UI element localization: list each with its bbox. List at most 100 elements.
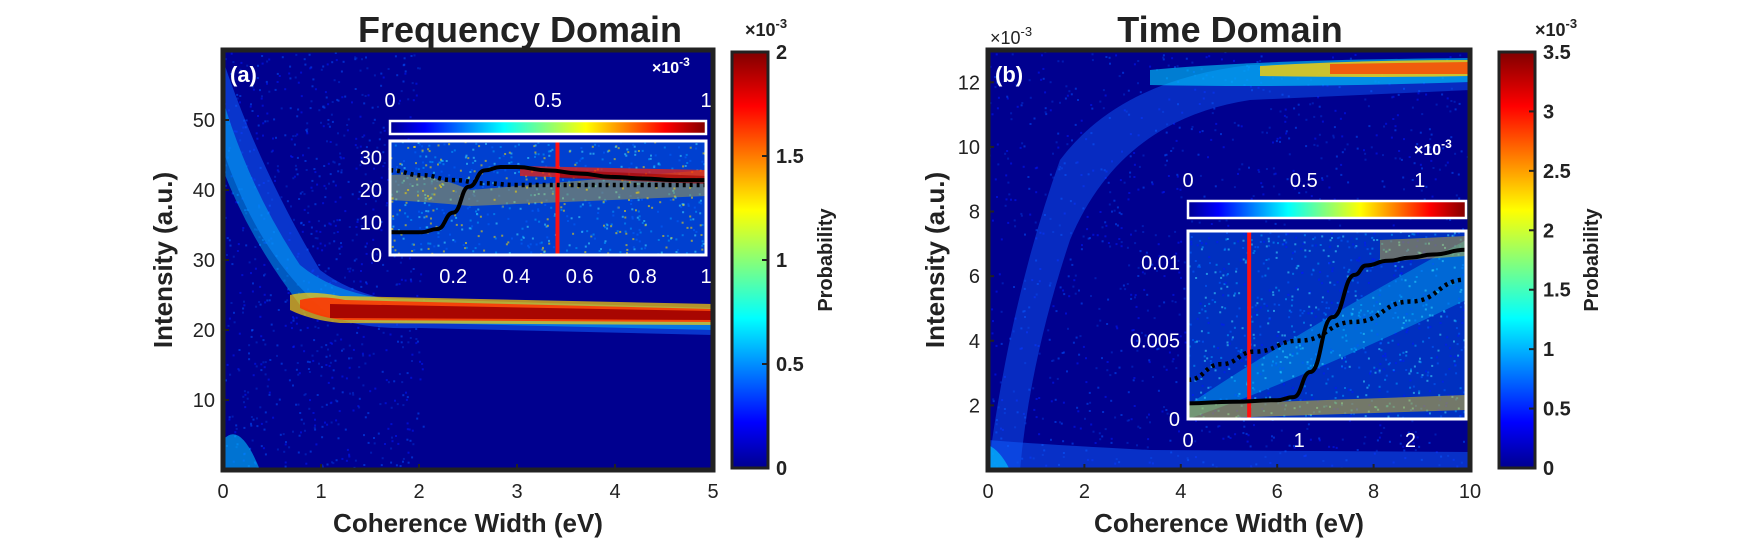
panel-b-cbar-tick-label: 3 (1543, 101, 1554, 123)
panel-a-inset-y-tick-label: 20 (360, 180, 382, 202)
panel-a-inset-cbar-tick-label: 1 (700, 90, 711, 112)
panel-a-inset-x-tick-label: 0.8 (629, 266, 657, 288)
panel-a-cbar-tick-label: 0 (776, 458, 787, 480)
panel-b-xlabel: Coherence Width (eV) (1094, 508, 1364, 538)
panel-b-cbar-tick-label: 1 (1543, 339, 1554, 361)
panel-b-inset-y-tick-label: 0 (1169, 409, 1180, 431)
panel-a-label: (a) (230, 62, 257, 87)
panel-b-x-tick-label: 8 (1368, 481, 1379, 503)
panel-b-colorbar (1497, 50, 1537, 470)
panel-a-inset-y-ticks: 0 10 20 30 (360, 147, 382, 267)
panel-b-inset-y-ticks: 0 0.005 0.01 (1130, 252, 1180, 431)
panel-a-inset-colorbar (388, 119, 708, 136)
panel-a-y-tick-label: 50 (193, 110, 215, 132)
panel-a-cbar-tick-label: 1 (776, 250, 787, 272)
panel-b-cbar-tick-label: 0 (1543, 458, 1554, 480)
panel-b-y-ticks: 2 4 6 8 10 12 (958, 72, 994, 417)
panel-a-inset-cbar-tick-label: 0 (384, 90, 395, 112)
panel-b-y-tick-label: 4 (969, 331, 980, 353)
panel-b-inset-cbar-tick-label: 1 (1414, 170, 1425, 192)
panel-b-x-ticks: 0 2 4 6 8 10 (982, 464, 1481, 503)
panel-b-x-tick-label: 0 (982, 481, 993, 503)
panel-a-inset-cbar-exp: ×10-3 (652, 55, 690, 77)
panel-a-cbar-tick-label: 1.5 (776, 146, 804, 168)
panel-a-y-ticks: 10 20 30 40 50 (193, 110, 229, 412)
panel-b-y-tick-label: 12 (958, 72, 980, 94)
panel-a-x-ticks: 0 1 2 3 4 5 (217, 464, 719, 503)
panel-a-x-tick-label: 5 (707, 481, 718, 503)
panel-b-y-tick-label: 10 (958, 137, 980, 159)
panel-b-x-tick-label: 6 (1272, 481, 1283, 503)
panel-b-cbar-exponent: ×10-3 (1535, 16, 1577, 40)
panel-a-colorbar-ticks: 0 0.5 1 1.5 2 (762, 42, 804, 480)
panel-a-inset-cbar-tick-label: 0.5 (534, 90, 562, 112)
panel-a-inset-x-tick-label: 0.6 (566, 266, 594, 288)
panel-a-x-tick-label: 0 (217, 481, 228, 503)
panel-a-cbar-tick-label: 0.5 (776, 354, 804, 376)
panel-b-inset-dotted-curve (1188, 277, 1466, 383)
panel-b-title: Time Domain (1117, 9, 1342, 50)
panel-a-xlabel: Coherence Width (eV) (333, 508, 603, 538)
panel-a-colorbar-label: Probability (815, 207, 837, 311)
panel-b-colorbar-group: ×10-3 0 0.5 1 1.5 2 2.5 3 3.5 Probability (1497, 16, 1603, 480)
panel-b-cbar-tick-label: 2.5 (1543, 161, 1571, 183)
panel-a-x-tick-label: 1 (315, 481, 326, 503)
panel-b-y-exponent: ×10-3 (990, 24, 1032, 48)
panel-b-colorbar-ticks: 0 0.5 1 1.5 2 2.5 3 3.5 (1529, 42, 1571, 480)
panel-a-title: Frequency Domain (358, 9, 682, 50)
panel-b-axes-frame (985, 47, 1473, 473)
panel-b-cbar-tick-label: 1.5 (1543, 280, 1571, 302)
panel-a-colorbar-group: ×10-3 0 0.5 1 1.5 2 Probability (730, 16, 837, 480)
panel-b-inset-x-ticks: 0 1 2 (1182, 430, 1416, 452)
panel-a-cbar-tick-label: 2 (776, 42, 787, 64)
panel-b-inset-x-tick-label: 2 (1405, 430, 1416, 452)
panel-b-cbar-tick-label: 3.5 (1543, 42, 1571, 64)
panel-b-cbar-tick-label: 2 (1543, 220, 1554, 242)
panel-b-ylabel: Intensity (a.u.) (920, 172, 950, 348)
panel-b-inset-cbar-ticks: 0 0.5 1 (1182, 170, 1425, 192)
panel-a-y-tick-label: 20 (193, 320, 215, 342)
panel-a-inset-frame (388, 139, 708, 257)
panel-b-y-tick-label: 6 (969, 266, 980, 288)
panel-b-inset-y-tick-label: 0.01 (1141, 252, 1180, 274)
panel-a-inset-solid-curve (390, 165, 706, 235)
panel-b-y-tick-label: 8 (969, 202, 980, 224)
panel-b-inset-cbar-exp: ×10-3 (1414, 137, 1452, 159)
panel-b-inset-y-tick-label: 0.005 (1130, 331, 1180, 353)
panel-a-y-tick-label: 30 (193, 250, 215, 272)
panel-a-inset-x-ticks: 0.2 0.4 0.6 0.8 1 (439, 266, 711, 288)
panel-b-inset-x-tick-label: 1 (1294, 430, 1305, 452)
panel-a-ylabel: Intensity (a.u.) (148, 172, 178, 348)
panel-a-inset-y-tick-label: 0 (371, 245, 382, 267)
panel-b-label: (b) (995, 62, 1023, 87)
panel-a-x-tick-label: 3 (511, 481, 522, 503)
panel-a-inset-x-tick-label: 0.4 (502, 266, 530, 288)
panel-a-inset-x-tick-label: 0.2 (439, 266, 467, 288)
panel-a-inset-y-tick-label: 30 (360, 147, 382, 169)
panel-b-inset-cbar-tick-label: 0.5 (1290, 170, 1318, 192)
panel-a-inset-y-tick-label: 10 (360, 212, 382, 234)
panel-a-inset-cbar-ticks: 0 0.5 1 (384, 90, 711, 112)
panel-b-inset-x-tick-label: 0 (1182, 430, 1193, 452)
panel-a-x-tick-label: 2 (413, 481, 424, 503)
panel-b-y-tick-label: 2 (969, 395, 980, 417)
panel-b-colorbar-label: Probability (1581, 207, 1603, 311)
panel-b-inset-colorbar (1186, 199, 1468, 220)
panel-b-inset-cbar-tick-label: 0 (1182, 170, 1193, 192)
panel-a-y-tick-label: 40 (193, 180, 215, 202)
panel-b-x-tick-label: 10 (1459, 481, 1481, 503)
panel-b-inset-solid-curve (1188, 247, 1466, 406)
panel-b-x-tick-label: 2 (1079, 481, 1090, 503)
panel-b-inset-frame (1186, 229, 1468, 421)
panel-a-cbar-exponent: ×10-3 (745, 16, 787, 40)
panel-a-inset-x-tick-label: 1 (700, 266, 711, 288)
panel-a-x-tick-label: 4 (609, 481, 620, 503)
panel-b-cbar-tick-label: 0.5 (1543, 399, 1571, 421)
panel-a-heatmap (223, 50, 713, 470)
panel-a-y-tick-label: 10 (193, 390, 215, 412)
